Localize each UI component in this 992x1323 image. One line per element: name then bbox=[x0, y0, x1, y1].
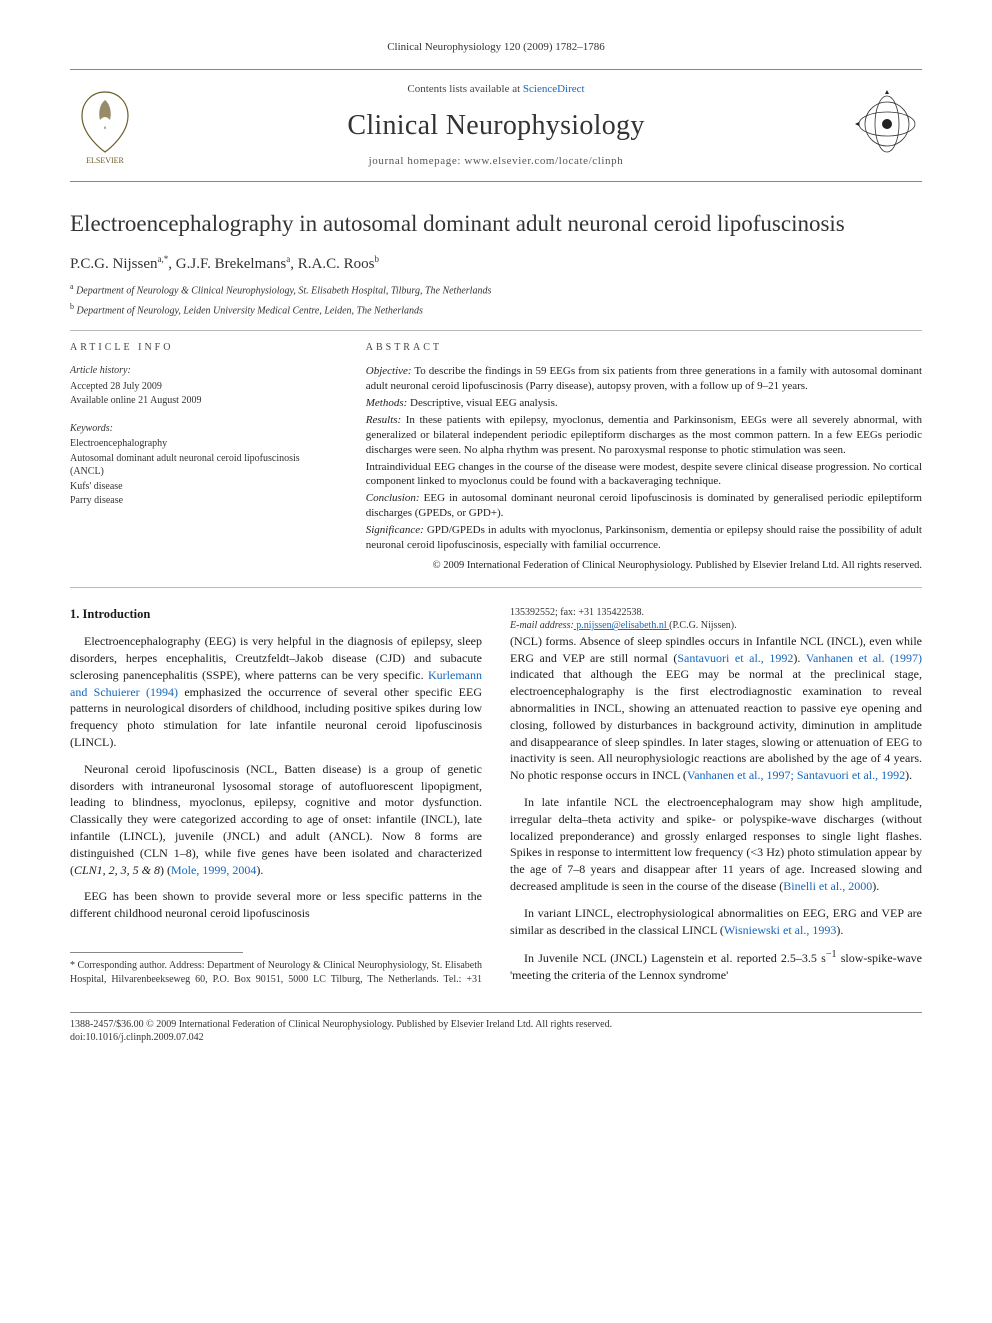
abstract-block: ABSTRACT Objective: To describe the find… bbox=[366, 341, 922, 575]
citation-link[interactable]: Vanhanen et al. (1997) bbox=[806, 651, 922, 665]
citation-link[interactable]: Mole, 1999, 2004 bbox=[171, 863, 256, 877]
accepted-date: Accepted 28 July 2009 bbox=[70, 380, 332, 394]
body-text: 1. Introduction Electroencephalography (… bbox=[70, 606, 922, 990]
citation-link[interactable]: Binelli et al., 2000 bbox=[783, 879, 872, 893]
keyword: Parry disease bbox=[70, 494, 332, 508]
divider bbox=[70, 330, 922, 331]
affiliation-a: a Department of Neurology & Clinical Neu… bbox=[70, 282, 922, 298]
contents-available: Contents lists available at ScienceDirec… bbox=[140, 82, 852, 97]
running-header: Clinical Neurophysiology 120 (2009) 1782… bbox=[70, 40, 922, 55]
keyword: Autosomal dominant adult neuronal ceroid… bbox=[70, 452, 332, 479]
author-list: P.C.G. Nijssena,*, G.J.F. Brekelmansa, R… bbox=[70, 253, 922, 274]
citation-link[interactable]: Vanhanen et al., 1997; Santavuori et al.… bbox=[687, 768, 905, 782]
masthead: ELSEVIER Contents lists available at Sci… bbox=[70, 78, 922, 177]
keyword: Kufs' disease bbox=[70, 480, 332, 494]
citation-link[interactable]: Santavuori et al., 1992 bbox=[677, 651, 793, 665]
article-title: Electroencephalography in autosomal domi… bbox=[70, 210, 922, 239]
section-heading: 1. Introduction bbox=[70, 606, 482, 624]
footer-doi: doi:10.1016/j.clinph.2009.07.042 bbox=[70, 1031, 922, 1045]
divider bbox=[70, 587, 922, 588]
footnote-divider bbox=[70, 952, 243, 953]
abstract-copyright: © 2009 International Federation of Clini… bbox=[366, 559, 922, 573]
journal-homepage: journal homepage: www.elsevier.com/locat… bbox=[140, 154, 852, 169]
article-history-label: Article history: bbox=[70, 364, 332, 378]
page-footer: 1388-2457/$36.00 © 2009 International Fe… bbox=[70, 1018, 922, 1045]
article-info-block: ARTICLE INFO Article history: Accepted 2… bbox=[70, 341, 332, 575]
journal-name: Clinical Neurophysiology bbox=[140, 107, 852, 145]
divider bbox=[70, 181, 922, 182]
citation-link[interactable]: Wisniewski et al., 1993 bbox=[724, 923, 837, 937]
article-info-heading: ARTICLE INFO bbox=[70, 341, 332, 355]
sciencedirect-link[interactable]: ScienceDirect bbox=[523, 83, 585, 95]
email-link[interactable]: p.nijssen@elisabeth.nl bbox=[574, 620, 669, 631]
svg-text:ELSEVIER: ELSEVIER bbox=[86, 156, 124, 165]
divider bbox=[70, 69, 922, 70]
affiliation-b: b Department of Neurology, Leiden Univer… bbox=[70, 302, 922, 318]
footer-copyright: 1388-2457/$36.00 © 2009 International Fe… bbox=[70, 1018, 922, 1032]
keywords-label: Keywords: bbox=[70, 422, 332, 436]
journal-logo-icon bbox=[852, 86, 922, 166]
divider bbox=[70, 1012, 922, 1013]
abstract-heading: ABSTRACT bbox=[366, 341, 922, 355]
keyword: Electroencephalography bbox=[70, 437, 332, 451]
online-date: Available online 21 August 2009 bbox=[70, 394, 332, 408]
elsevier-logo: ELSEVIER bbox=[70, 86, 140, 166]
